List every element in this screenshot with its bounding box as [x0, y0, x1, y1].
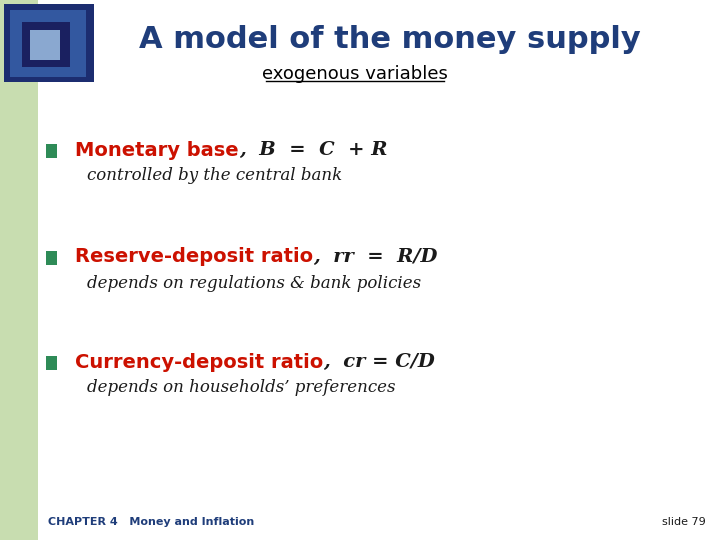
- Bar: [0, 0, 38, 540]
- Text: slide 79: slide 79: [662, 517, 706, 527]
- Text: ,  cr = C/D: , cr = C/D: [323, 353, 435, 371]
- Text: Monetary base: Monetary base: [75, 140, 238, 159]
- Text: exogenous variables: exogenous variables: [262, 65, 448, 83]
- Text: ,  B  =  C  + R: , B = C + R: [238, 141, 387, 159]
- Text: CHAPTER 4   Money and Inflation: CHAPTER 4 Money and Inflation: [48, 517, 254, 527]
- Bar: [22, 22, 70, 67]
- Text: depends on regulations & bank policies: depends on regulations & bank policies: [87, 274, 421, 292]
- Text: ,  rr  =  R/D: , rr = R/D: [313, 248, 438, 266]
- Bar: [46, 356, 57, 370]
- Bar: [30, 30, 60, 60]
- Text: A model of the money supply: A model of the money supply: [139, 24, 641, 53]
- Text: depends on households’ preferences: depends on households’ preferences: [87, 380, 395, 396]
- Bar: [46, 144, 57, 158]
- Text: Currency-deposit ratio: Currency-deposit ratio: [75, 353, 323, 372]
- Bar: [4, 4, 94, 82]
- Bar: [46, 251, 57, 265]
- Text: controlled by the central bank: controlled by the central bank: [87, 167, 342, 185]
- Text: Reserve-deposit ratio: Reserve-deposit ratio: [75, 247, 313, 267]
- Bar: [10, 10, 86, 77]
